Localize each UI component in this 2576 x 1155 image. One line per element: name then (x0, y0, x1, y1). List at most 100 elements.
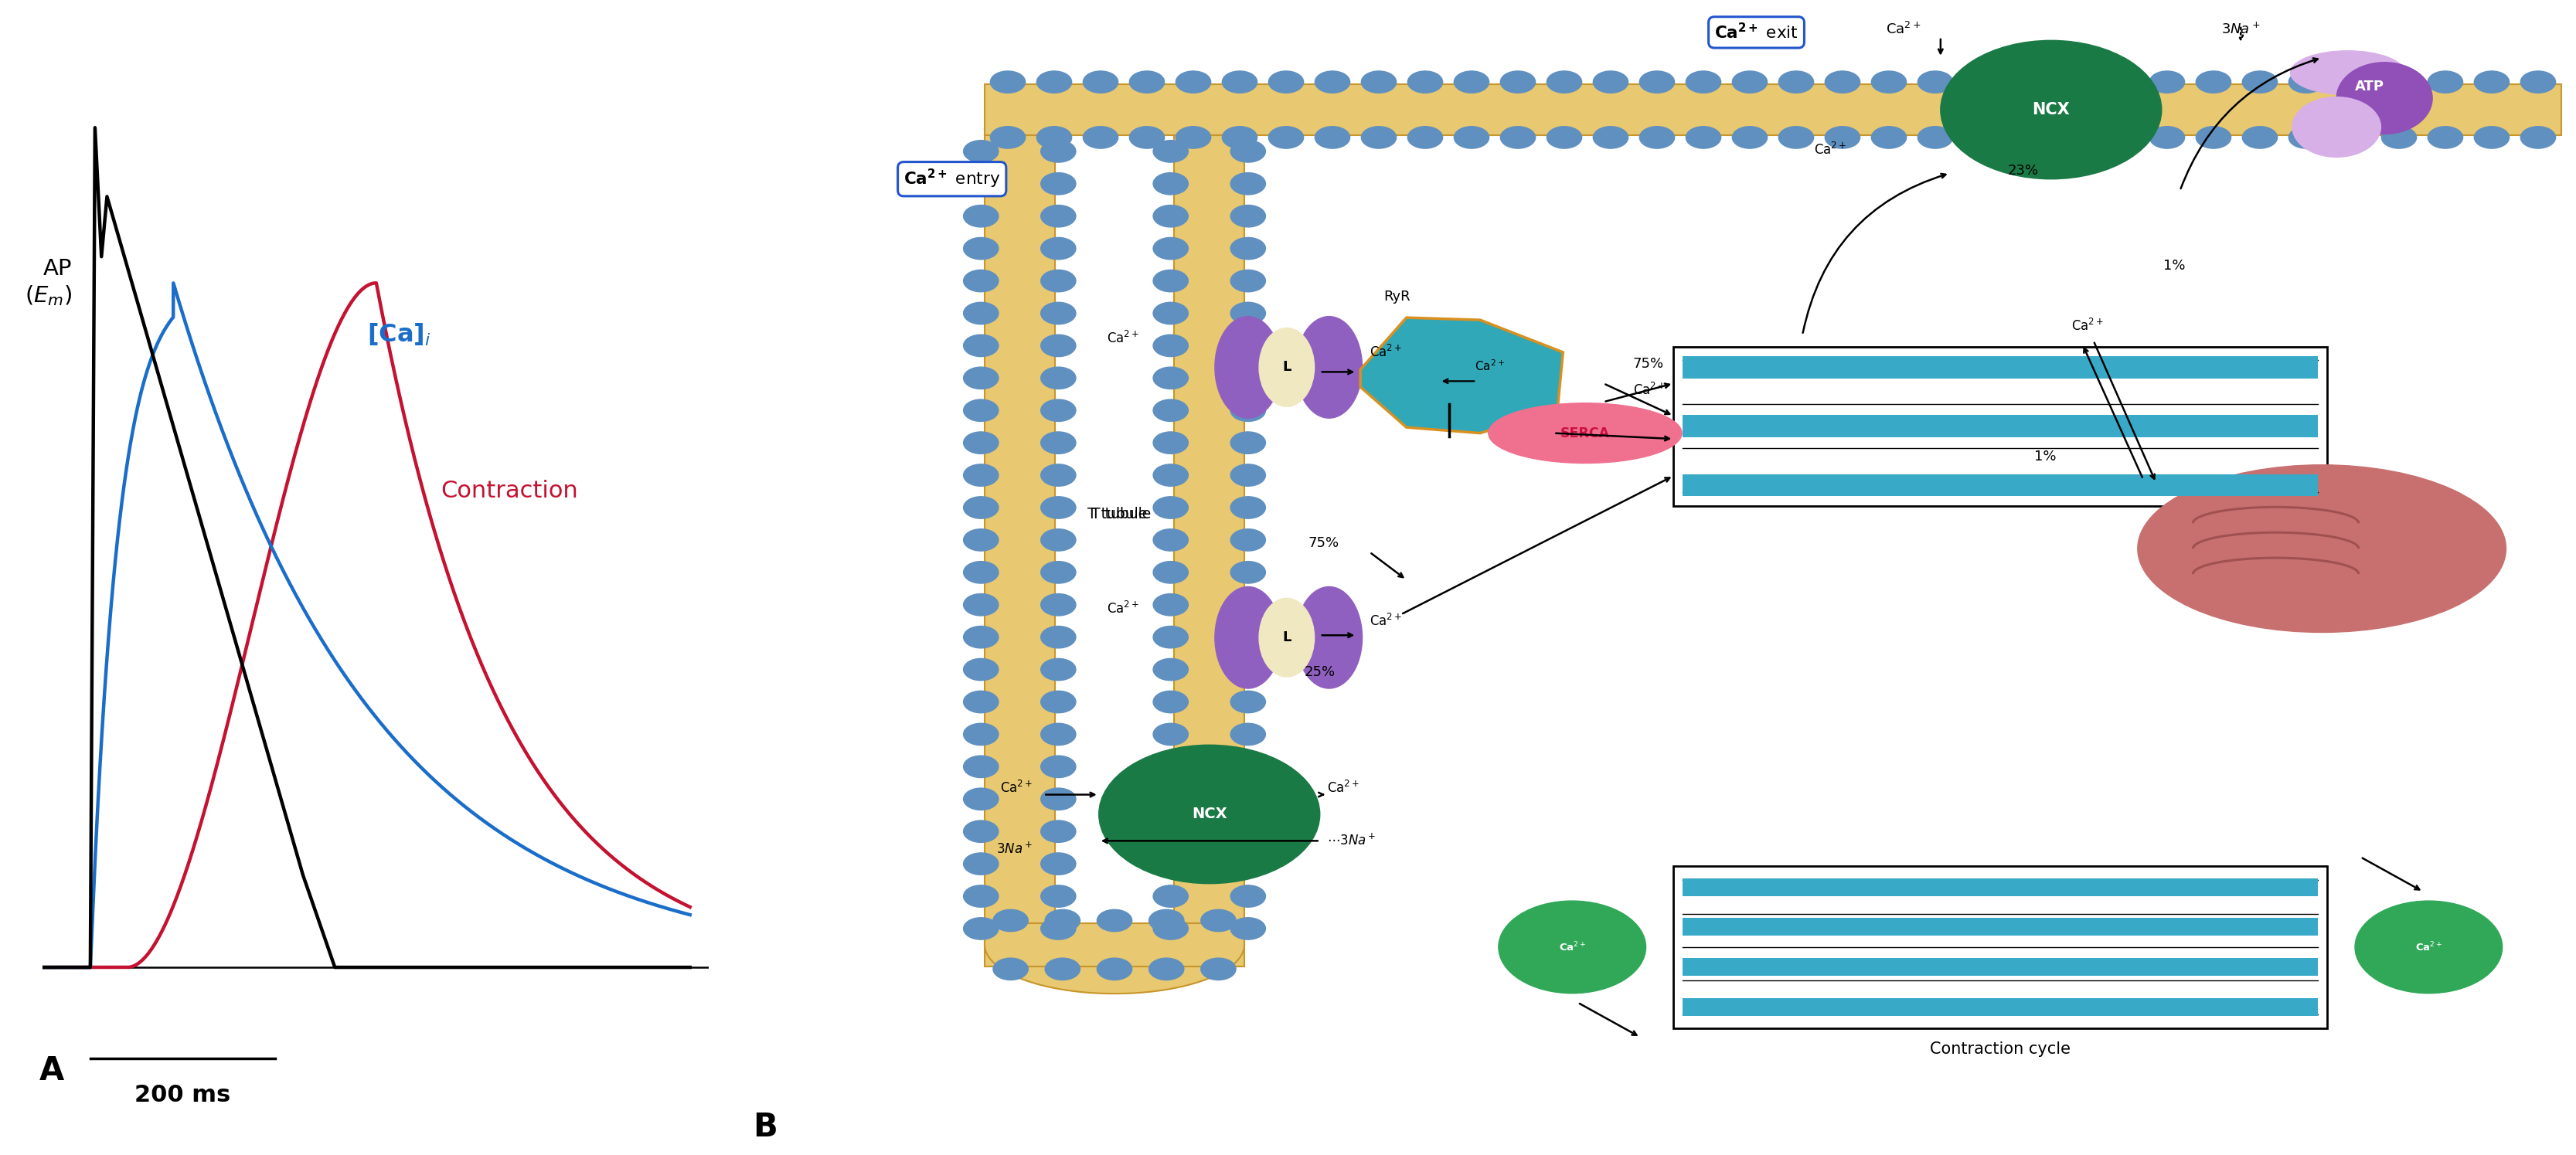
Polygon shape (1360, 318, 1564, 433)
Text: $3Na^+$: $3Na^+$ (997, 842, 1033, 856)
Circle shape (2519, 126, 2555, 149)
Circle shape (989, 70, 1025, 92)
Circle shape (1406, 126, 1443, 149)
Circle shape (1154, 658, 1188, 680)
FancyBboxPatch shape (984, 135, 1054, 945)
Circle shape (1231, 141, 1265, 163)
Circle shape (1231, 561, 1265, 583)
Circle shape (1041, 303, 1077, 325)
Circle shape (1036, 126, 1072, 149)
FancyBboxPatch shape (1054, 923, 1175, 967)
Circle shape (2473, 126, 2509, 149)
Text: ATP: ATP (2354, 80, 2385, 94)
Circle shape (1267, 126, 1303, 149)
Text: Contraction: Contraction (440, 479, 577, 502)
Circle shape (2056, 126, 2092, 149)
Circle shape (1154, 400, 1188, 422)
Ellipse shape (1216, 587, 1280, 688)
Text: 25%: 25% (1303, 665, 1334, 679)
Circle shape (1082, 70, 1118, 92)
FancyBboxPatch shape (1682, 878, 2318, 896)
Circle shape (1041, 626, 1077, 648)
Circle shape (1154, 723, 1188, 745)
Text: B: B (752, 1111, 778, 1143)
Circle shape (963, 206, 999, 228)
Circle shape (963, 173, 999, 195)
Circle shape (1041, 852, 1077, 874)
Circle shape (1041, 270, 1077, 292)
Circle shape (1917, 70, 1953, 92)
Circle shape (963, 561, 999, 583)
Circle shape (2102, 70, 2138, 92)
Text: Ca$^{2+}$: Ca$^{2+}$ (1108, 330, 1139, 346)
Circle shape (1154, 755, 1188, 777)
Circle shape (1499, 70, 1535, 92)
Circle shape (963, 820, 999, 842)
Text: L: L (1283, 631, 1291, 644)
Circle shape (1638, 70, 1674, 92)
Circle shape (1041, 723, 1077, 745)
Circle shape (1940, 40, 2161, 179)
Circle shape (1592, 126, 1628, 149)
Circle shape (1638, 126, 1674, 149)
Circle shape (2354, 901, 2501, 993)
Circle shape (963, 917, 999, 939)
Circle shape (963, 400, 999, 422)
Circle shape (1041, 400, 1077, 422)
Circle shape (2009, 70, 2045, 92)
Circle shape (2519, 70, 2555, 92)
Circle shape (1824, 126, 1860, 149)
FancyBboxPatch shape (1674, 346, 2326, 506)
Circle shape (1731, 70, 1767, 92)
Circle shape (1777, 70, 1814, 92)
Circle shape (2334, 126, 2370, 149)
Ellipse shape (1296, 587, 1363, 688)
FancyBboxPatch shape (1682, 475, 2318, 495)
Circle shape (1963, 126, 1999, 149)
Text: Ca$^{2+}$: Ca$^{2+}$ (1327, 780, 1360, 796)
Circle shape (1963, 70, 1999, 92)
Circle shape (1231, 270, 1265, 292)
Circle shape (1360, 70, 1396, 92)
Polygon shape (984, 945, 1244, 993)
Circle shape (1453, 126, 1489, 149)
Circle shape (1154, 303, 1188, 325)
Circle shape (1154, 626, 1188, 648)
Circle shape (1046, 910, 1079, 931)
Circle shape (1041, 917, 1077, 939)
Circle shape (1231, 529, 1265, 551)
Circle shape (1546, 70, 1582, 92)
Text: Contraction cycle: Contraction cycle (1929, 1042, 2071, 1057)
Circle shape (2241, 126, 2277, 149)
Circle shape (1824, 70, 1860, 92)
Circle shape (1041, 755, 1077, 777)
Circle shape (1175, 70, 1211, 92)
Text: $\mathbf{Ca^{2+}}$ exit: $\mathbf{Ca^{2+}}$ exit (1716, 23, 1798, 42)
Text: Ca$^{2+}$: Ca$^{2+}$ (1370, 344, 1401, 360)
Circle shape (1685, 70, 1721, 92)
Circle shape (1154, 852, 1188, 874)
Circle shape (1154, 885, 1188, 907)
Circle shape (1231, 206, 1265, 228)
Circle shape (963, 852, 999, 874)
Circle shape (1731, 126, 1767, 149)
Circle shape (2009, 126, 2045, 149)
Text: L: L (1283, 360, 1291, 374)
Ellipse shape (1296, 316, 1363, 418)
Circle shape (1267, 70, 1303, 92)
Text: 1%: 1% (2035, 449, 2056, 463)
Circle shape (963, 529, 999, 551)
Circle shape (1231, 400, 1265, 422)
Circle shape (2380, 70, 2416, 92)
Text: Ca$^{2+}$: Ca$^{2+}$ (1886, 22, 1922, 37)
Circle shape (1041, 173, 1077, 195)
Circle shape (1154, 917, 1188, 939)
FancyBboxPatch shape (1682, 416, 2318, 437)
Ellipse shape (1260, 328, 1314, 407)
Text: T tubule: T tubule (1092, 507, 1151, 521)
Text: $\cdots 3Na^+$: $\cdots 3Na^+$ (1327, 834, 1376, 848)
Circle shape (963, 626, 999, 648)
Ellipse shape (1489, 403, 1682, 463)
Circle shape (963, 141, 999, 163)
Circle shape (963, 464, 999, 486)
